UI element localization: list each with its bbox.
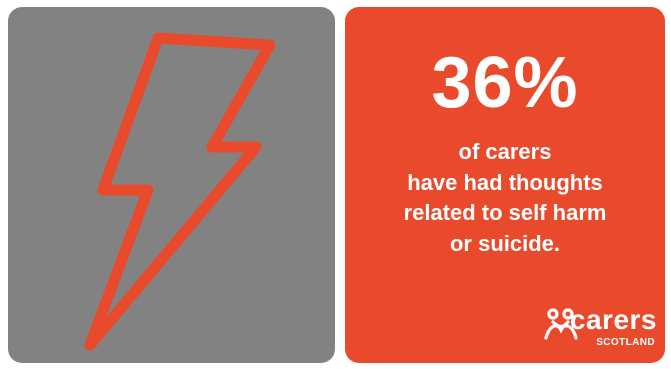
logo-wordmark: carers — [569, 304, 657, 335]
lightning-bolt-icon — [84, 32, 276, 351]
illustration-panel — [8, 7, 335, 363]
logo-subtext: SCOTLAND — [596, 337, 655, 348]
carers-scotland-logo: carers SCOTLAND — [507, 304, 657, 352]
stat-percentage: 36% — [431, 43, 579, 123]
stat-line-1: of carers — [458, 139, 552, 164]
stat-line-2: have had thoughts — [407, 169, 603, 195]
stat-description: of carers have had thoughts related to s… — [345, 137, 665, 259]
stat-line-3: related to self harm — [403, 200, 607, 225]
people-figures-icon — [544, 308, 578, 340]
stat-line-4: or suicide. — [449, 230, 561, 256]
stat-panel: 36% of carers have had thoughts related … — [345, 7, 665, 363]
